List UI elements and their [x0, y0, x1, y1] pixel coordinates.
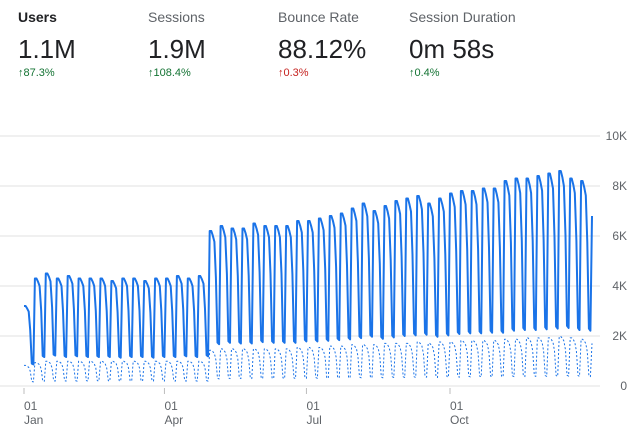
metric-label: Users: [18, 9, 57, 25]
x-tick-day-label: 01: [24, 399, 38, 413]
metric-label: Session Duration: [409, 9, 516, 25]
x-tick-day-label: 01: [450, 399, 464, 413]
metric-bounce-rate[interactable]: Bounce Rate 88.12% ↑0.3%: [278, 8, 366, 80]
metric-session-duration[interactable]: Session Duration 0m 58s ↑0.4%: [409, 8, 516, 80]
arrow-up-icon: ↑: [409, 67, 415, 79]
metric-value: 88.12%: [278, 34, 367, 64]
x-tick-day-label: 01: [164, 399, 178, 413]
arrow-up-icon: ↑: [18, 67, 24, 79]
metric-change-value: 87.3%: [23, 67, 55, 79]
metric-change: ↑0.3%: [278, 66, 366, 80]
x-tick-month-label: Oct: [450, 413, 469, 427]
arrow-up-icon: ↑: [148, 67, 154, 79]
x-tick-month-label: Jan: [24, 413, 43, 427]
metric-users[interactable]: Users 1.1M ↑87.3%: [18, 8, 76, 80]
y-tick-label: 10K: [606, 129, 627, 143]
metrics-row: Users 1.1M ↑87.3% Sessions 1.9M ↑108.4% …: [0, 0, 639, 90]
x-tick-month-label: Apr: [164, 413, 183, 427]
metric-sessions[interactable]: Sessions 1.9M ↑108.4%: [148, 8, 206, 80]
users-chart[interactable]: 0 2K 4K 6K 8K 10K 01 Jan 01 Apr 01 Jul 01 Oct: [0, 120, 639, 440]
series-group: [24, 170, 593, 383]
y-tick-label: 4K: [612, 279, 627, 293]
users-series-line: [24, 170, 593, 366]
metric-change: ↑87.3%: [18, 66, 76, 80]
y-tick-label: 8K: [612, 179, 627, 193]
x-tick-day-label: 01: [306, 399, 320, 413]
metric-change-value: 0.4%: [414, 67, 440, 79]
metric-value: 1.1M: [18, 34, 76, 64]
y-tick-label: 6K: [612, 229, 627, 243]
metric-change-value: 108.4%: [153, 67, 191, 79]
metric-change-value: 0.3%: [283, 67, 309, 79]
metric-change: ↑108.4%: [148, 66, 206, 80]
y-tick-label: 2K: [612, 329, 627, 343]
metric-value: 1.9M: [148, 34, 206, 64]
metric-label: Sessions: [148, 9, 205, 25]
y-axis: 0 2K 4K 6K 8K 10K: [606, 129, 628, 393]
arrow-up-icon: ↑: [278, 67, 284, 79]
comparison-series-line: [24, 336, 593, 383]
metric-value: 0m 58s: [409, 34, 495, 64]
y-tick-label: 0: [620, 379, 627, 393]
x-tick-month-label: Jul: [306, 413, 321, 427]
metric-label: Bounce Rate: [278, 9, 359, 25]
metric-change: ↑0.4%: [409, 66, 516, 80]
